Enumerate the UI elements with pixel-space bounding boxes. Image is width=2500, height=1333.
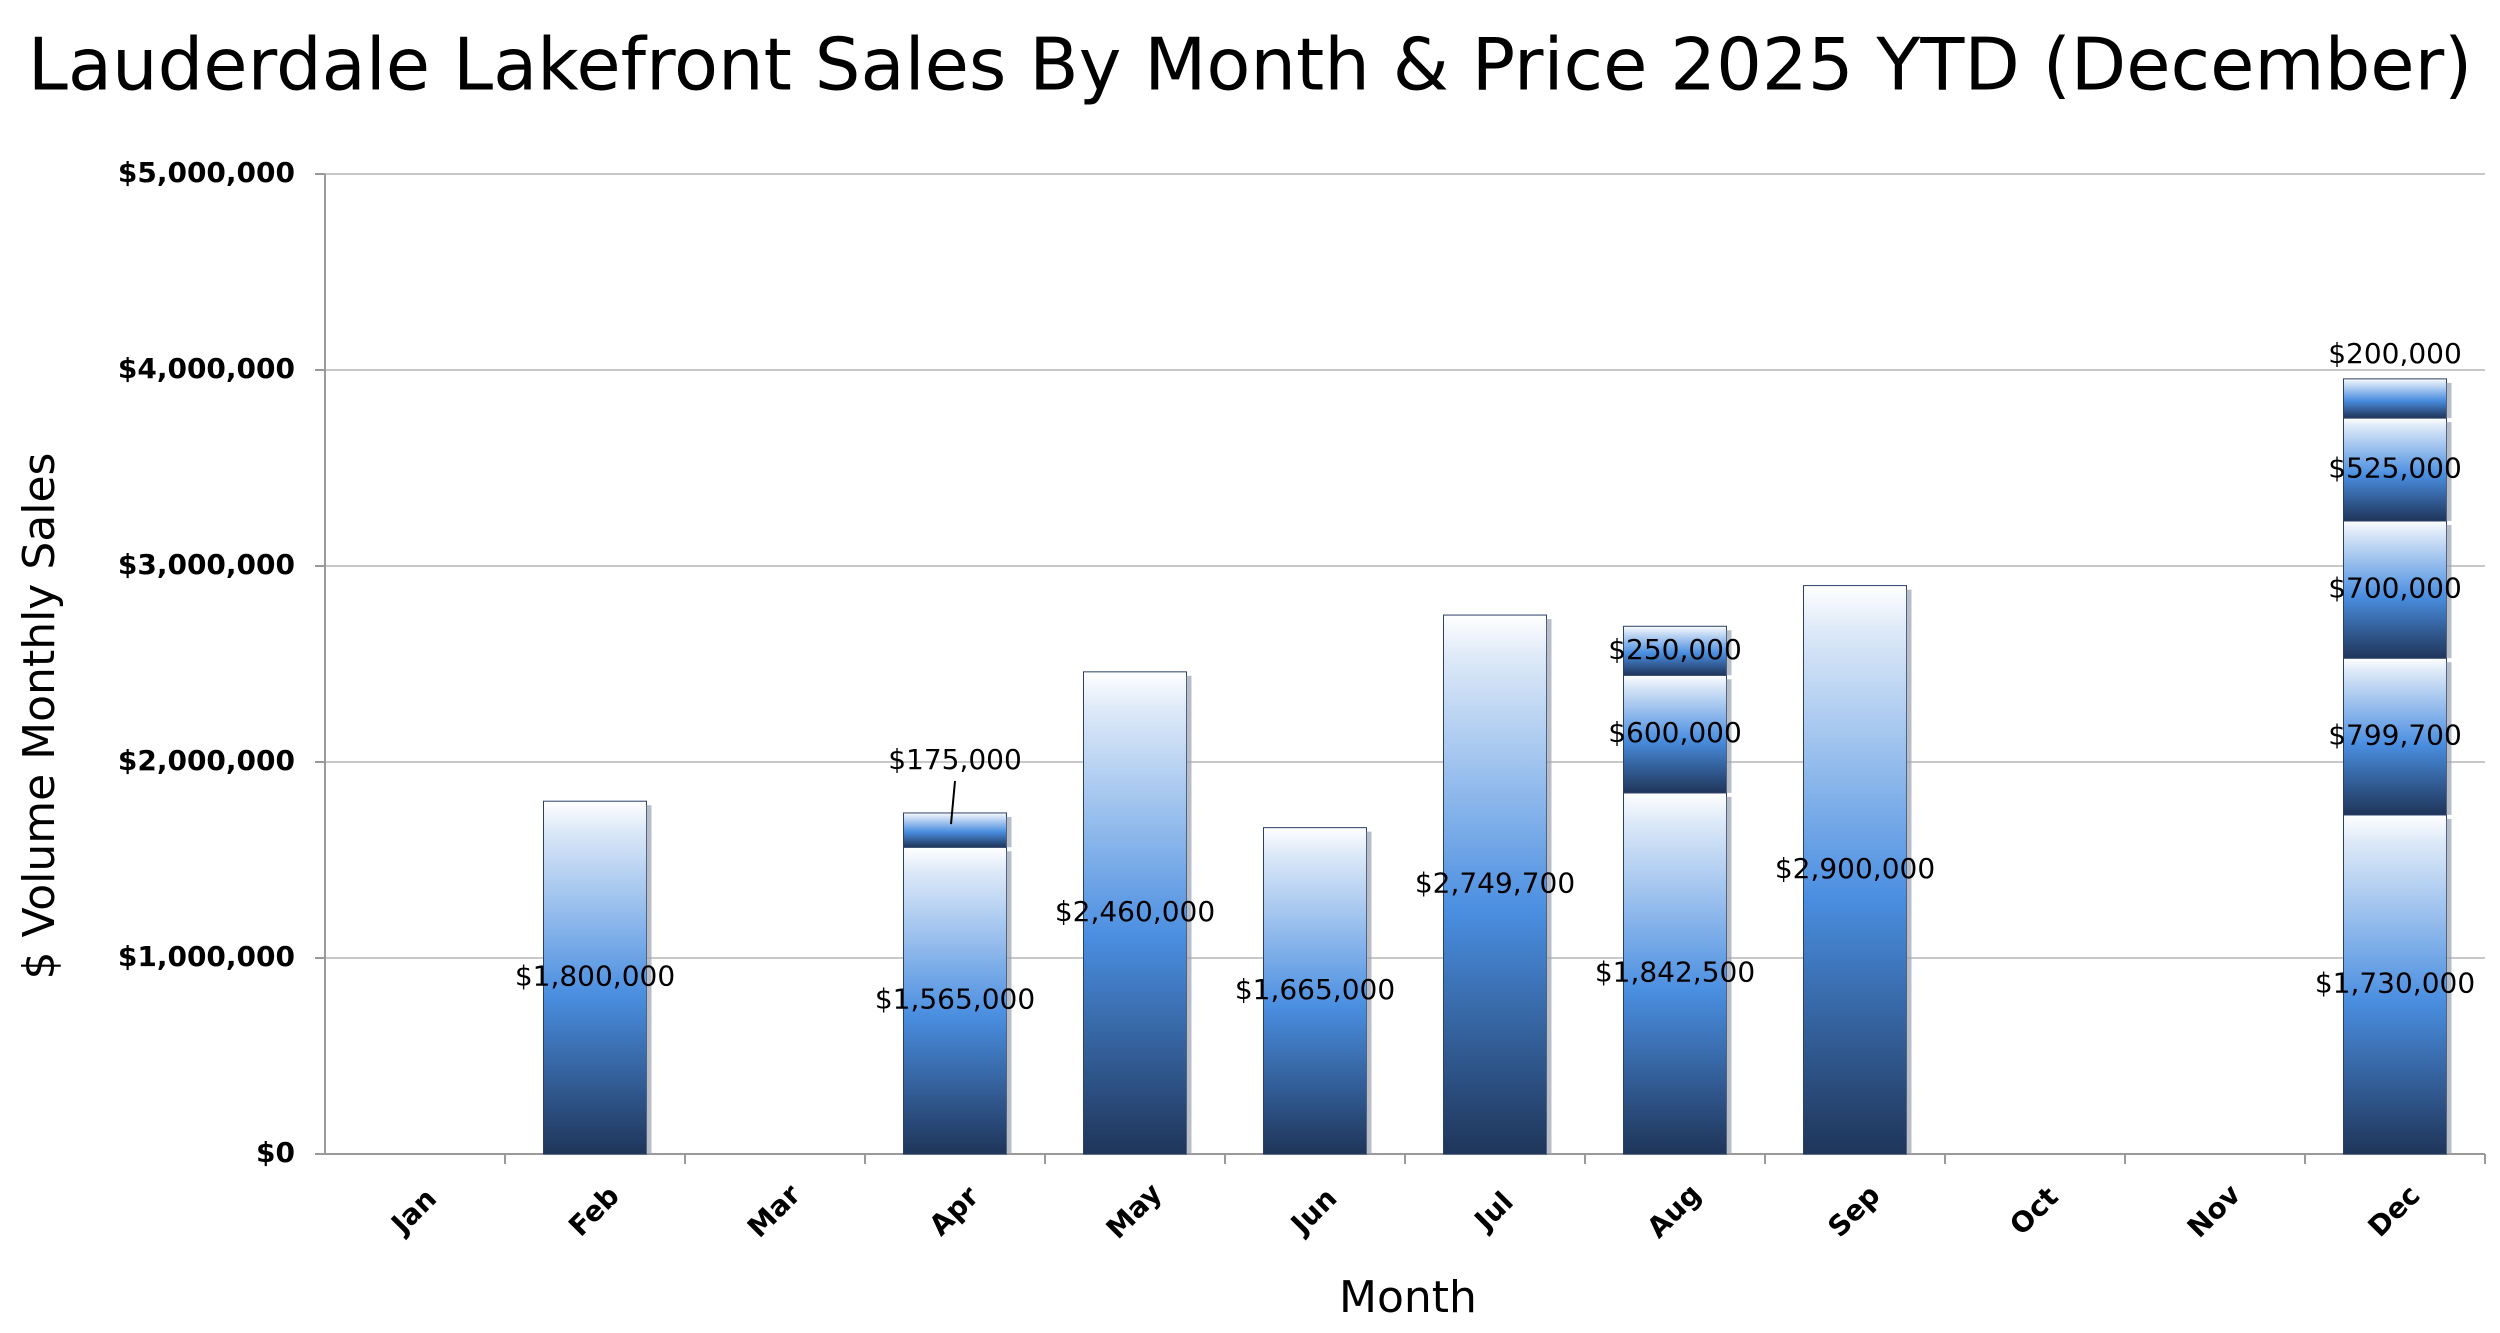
bar-segment xyxy=(1443,614,1547,1155)
x-tick-label: Sep xyxy=(1821,1178,1886,1243)
data-label: $525,000 xyxy=(2328,452,2462,485)
y-tick-label: $0 xyxy=(256,1136,295,1169)
bar-segment xyxy=(543,800,647,1155)
x-tick-label: May xyxy=(1100,1177,1169,1246)
chart-title: Lauderdale Lakefront Sales By Month & Pr… xyxy=(28,23,2473,107)
bar-shade xyxy=(1726,630,1732,676)
bar-shade xyxy=(1726,796,1732,1154)
data-label: $1,565,000 xyxy=(875,983,1035,1016)
y-tick-label: $4,000,000 xyxy=(118,352,295,385)
data-label: $1,842,500 xyxy=(1595,955,1755,988)
data-label: $250,000 xyxy=(1608,633,1742,666)
bar-segment xyxy=(1803,585,1907,1155)
bar-shade xyxy=(2446,422,2452,521)
data-label: $799,700 xyxy=(2328,719,2462,752)
bar-segment xyxy=(903,812,1007,848)
data-label: $2,749,700 xyxy=(1415,867,1575,900)
x-tick-label: Feb xyxy=(562,1179,626,1243)
data-label: $700,000 xyxy=(2328,572,2462,605)
bar-shade xyxy=(1546,619,1552,1154)
y-tick-label: $1,000,000 xyxy=(118,940,295,973)
y-tick-label: $2,000,000 xyxy=(118,744,295,777)
bar-shade xyxy=(2446,662,2452,815)
x-tick-label: Oct xyxy=(2003,1180,2064,1241)
bar-segment xyxy=(2343,417,2447,522)
y-tick-label: $5,000,000 xyxy=(118,156,295,189)
data-label: $200,000 xyxy=(2328,337,2462,370)
bar-segment xyxy=(1623,792,1727,1155)
data-label: $600,000 xyxy=(1608,716,1742,749)
leader-line xyxy=(950,780,956,825)
x-tick-label: Aug xyxy=(1640,1177,1707,1244)
bar-shade xyxy=(1186,675,1192,1154)
x-tick-label: Jan xyxy=(383,1182,443,1242)
bar-segment xyxy=(1263,827,1367,1155)
bar-shade xyxy=(2446,818,2452,1154)
bar-segment xyxy=(2343,378,2447,419)
x-tick-label: Mar xyxy=(741,1178,807,1244)
y-tick-label: $3,000,000 xyxy=(118,548,295,581)
y-axis-title: $ Volume Monthly Sales xyxy=(14,453,65,980)
bar-shade xyxy=(646,805,652,1154)
x-tick-label: Jul xyxy=(1467,1185,1520,1238)
bar-segment xyxy=(1623,625,1727,676)
x-tick-label: Dec xyxy=(2361,1178,2426,1243)
bar-segment xyxy=(1083,671,1187,1155)
data-label: $175,000 xyxy=(888,743,1022,776)
bar-segment xyxy=(1623,674,1727,794)
bar-segment xyxy=(903,846,1007,1155)
bar-shade xyxy=(1006,816,1012,848)
bar-segment xyxy=(2343,520,2447,659)
data-label: $2,900,000 xyxy=(1775,852,1935,885)
data-label: $1,730,000 xyxy=(2315,966,2475,999)
bar-segment xyxy=(2343,657,2447,816)
x-tick-label: Jun xyxy=(1283,1181,1343,1241)
x-tick-label: Apr xyxy=(923,1180,986,1243)
bar-shade xyxy=(1006,851,1012,1154)
bar-segment xyxy=(2343,814,2447,1155)
data-label: $1,800,000 xyxy=(515,960,675,993)
bar-shade xyxy=(2446,382,2452,419)
bar-shade xyxy=(1906,589,1912,1154)
x-tick-label: Nov xyxy=(2181,1178,2247,1244)
data-label: $1,665,000 xyxy=(1235,973,1395,1006)
data-label: $2,460,000 xyxy=(1055,895,1215,928)
x-axis-title: Month xyxy=(1339,1272,1477,1323)
bar-shade xyxy=(1726,679,1732,793)
bar-shade xyxy=(2446,524,2452,659)
bar-shade xyxy=(1366,831,1372,1154)
